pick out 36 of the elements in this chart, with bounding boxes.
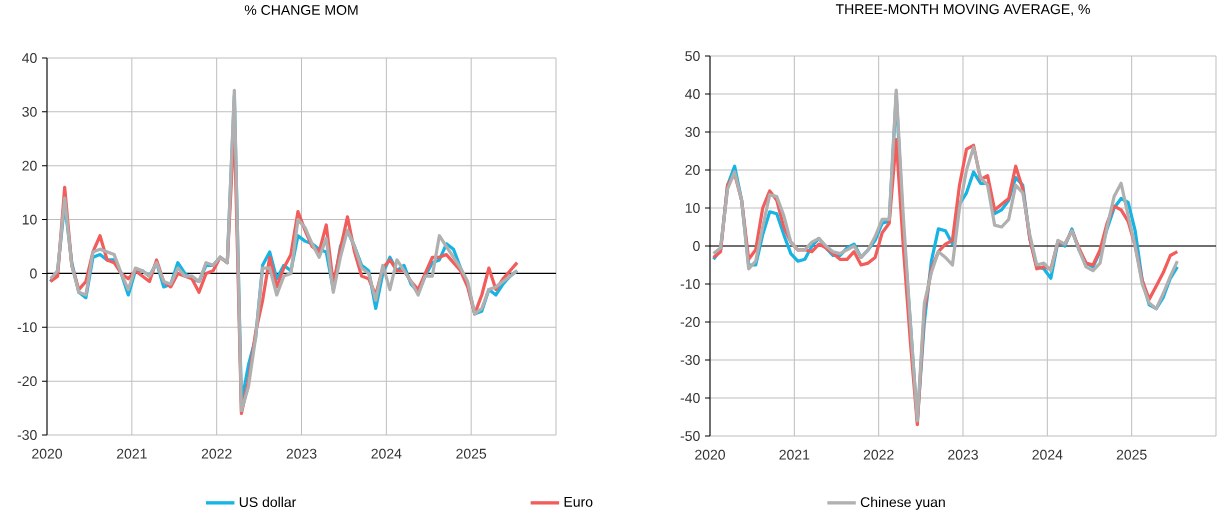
y-tick-label: 10 [685,203,700,213]
chart-title: % CHANGE MOM [244,5,358,15]
y-tick-label: -10 [680,279,700,289]
y-tick-label: 30 [22,106,37,117]
y-tick-label: 0 [693,241,700,251]
x-tick-label: 2020 [32,448,63,459]
x-tick-label: 2025 [456,448,487,459]
y-tick-label: 20 [22,160,37,171]
legend-label: US dollar [239,496,297,508]
y-tick-label: -30 [680,355,700,365]
legend-label: Euro [564,497,593,507]
x-tick-label: 2020 [695,449,726,460]
y-tick-label: -30 [17,430,37,440]
x-tick-label: 2025 [1116,449,1147,460]
x-tick-label: 2023 [948,449,978,460]
x-tick-label: 2024 [1032,449,1063,460]
y-tick-label: -50 [680,431,700,441]
y-tick-label: -40 [680,393,700,403]
x-tick-label: 2021 [116,448,147,459]
x-tick-label: 2023 [286,448,317,459]
y-tick-label: 50 [685,51,700,61]
y-tick-label: 40 [685,89,700,99]
y-tick-label: -20 [17,376,37,387]
y-tick-label: -10 [17,322,37,333]
x-tick-label: 2024 [371,448,402,459]
x-tick-label: 2022 [201,448,232,459]
y-tick-label: 30 [685,127,700,137]
legend-label: Chinese yuan [860,496,945,510]
chart-title: THREE-MONTH MOVING AVERAGE, % [835,4,1090,16]
x-tick-label: 2022 [863,449,894,460]
y-tick-label: 10 [22,214,37,225]
x-tick-label: 2021 [779,449,810,460]
y-tick-label: -20 [680,317,700,327]
y-tick-label: 40 [22,53,37,63]
y-tick-label: 0 [30,268,37,279]
y-tick-label: 20 [685,165,700,175]
